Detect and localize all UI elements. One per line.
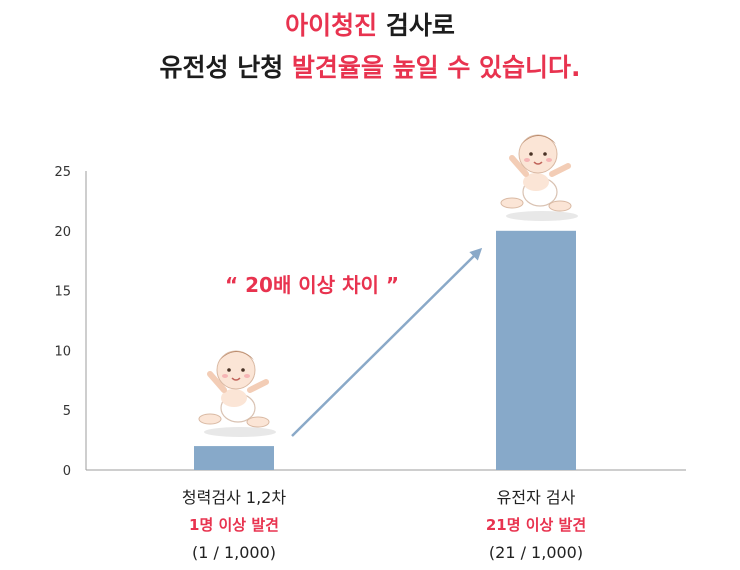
- headline-accent-1: 아이청진: [285, 11, 378, 40]
- baby-icon: [500, 134, 578, 221]
- y-tick-label: 15: [54, 285, 71, 300]
- headline-accent-2: 발견율을 높일 수 있습니다.: [291, 53, 581, 82]
- y-tick-label: 0: [63, 464, 71, 479]
- bar: [194, 446, 274, 470]
- category-name: 청력검사 1,2차: [181, 488, 287, 507]
- bar: [496, 230, 576, 470]
- category-result: 21명 이상 발견: [485, 516, 587, 534]
- category-label-genetic-test: 유전자 검사 21명 이상 발견 (21 / 1,000): [426, 484, 646, 562]
- bar-layer: [194, 230, 576, 470]
- category-label-hearing-test: 청력검사 1,2차 1명 이상 발견 (1 / 1,000): [124, 484, 344, 562]
- y-tick-label: 25: [54, 165, 71, 180]
- axis-layer: 0 5 10 15 20 25: [54, 165, 686, 479]
- trend-arrow: [291, 247, 483, 437]
- headline-line-1: 아이청진 검사로: [0, 6, 740, 42]
- headline-text-2: 유전성 난청: [159, 53, 292, 82]
- category-ratio: (1 / 1,000): [191, 543, 277, 562]
- y-tick-label: 10: [54, 344, 71, 359]
- category-name: 유전자 검사: [496, 488, 576, 507]
- baby-icon: [198, 350, 276, 437]
- headline-text-1: 검사로: [377, 11, 455, 40]
- y-tick-label: 5: [63, 404, 71, 419]
- headline-line-2: 유전성 난청 발견율을 높일 수 있습니다.: [0, 48, 740, 84]
- callout-text: “ 20배 이상 차이 ”: [225, 273, 399, 297]
- category-result: 1명 이상 발견: [189, 516, 279, 534]
- y-tick-label: 20: [54, 225, 71, 240]
- category-ratio: (21 / 1,000): [488, 543, 584, 562]
